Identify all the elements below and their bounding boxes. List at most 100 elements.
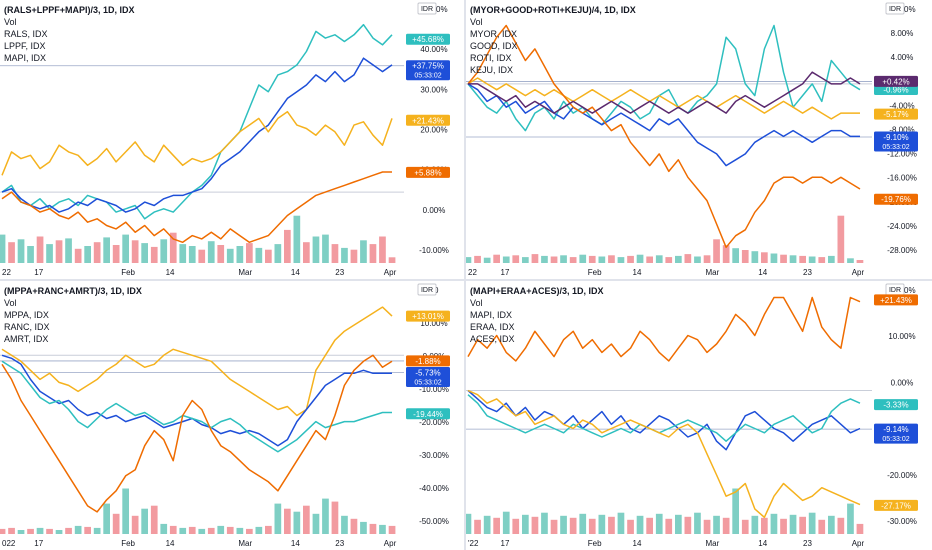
volume-bar	[780, 518, 787, 534]
currency-label: IDR	[421, 6, 433, 13]
volume-bar	[150, 505, 158, 534]
last-value-label: -5.17%	[883, 110, 908, 119]
series-line-4[interactable]	[1, 354, 393, 513]
panel-divider-horizontal	[0, 279, 932, 281]
volume-bar	[694, 256, 701, 263]
volume-bar	[179, 244, 187, 263]
panel-divider-vertical	[464, 0, 466, 550]
currency-badge	[885, 2, 905, 15]
chart-svg-p4[interactable]: 20.00%10.00%0.00%-10.00%-20.00%-30.00%ID…	[466, 281, 932, 550]
countdown-label: 05:33:02	[414, 380, 441, 387]
volume-bar	[655, 255, 663, 263]
series-line-1[interactable]	[1, 23, 393, 220]
volume-bar	[665, 257, 673, 263]
series-line-4[interactable]	[467, 24, 861, 249]
volume-bar	[379, 524, 386, 534]
y-tick-label: -4.00%	[889, 101, 914, 110]
volume-bar	[8, 527, 15, 534]
last-value-label: +21.43%	[880, 296, 912, 305]
volume-bar	[331, 501, 339, 534]
volume-bar	[550, 256, 558, 263]
volume-bar	[732, 248, 739, 263]
volume-bar	[150, 246, 158, 263]
volume-bar	[160, 523, 168, 534]
volume-bar	[369, 244, 377, 263]
volume-bar	[246, 243, 253, 263]
volume-bar	[141, 243, 148, 263]
series-line-3[interactable]	[1, 360, 392, 453]
y-tick-label: -24.00%	[887, 222, 917, 231]
volume-bar	[598, 514, 606, 534]
volume-bar	[818, 519, 826, 534]
series-line-1[interactable]	[467, 296, 861, 362]
series-line-1[interactable]	[467, 24, 861, 132]
volume-bar	[293, 511, 301, 534]
volume-bar	[274, 244, 282, 263]
chart-svg-p1[interactable]: 50.00%40.00%30.00%20.00%10.00%0.00%-10.0…	[0, 0, 464, 279]
volume-bar	[303, 242, 310, 263]
chart-svg-p3[interactable]: 2010.00%0.00%-10.00%-20.00%-30.00%-40.00…	[0, 281, 464, 550]
volume-bar	[828, 515, 835, 534]
volume-bar	[828, 255, 835, 263]
chart-panel-p4[interactable]: 20.00%10.00%0.00%-10.00%-20.00%-30.00%ID…	[466, 281, 932, 550]
volume-bar	[560, 515, 567, 534]
x-tick-label: 22	[2, 268, 11, 277]
volume-bar	[799, 255, 806, 263]
series-line-3[interactable]	[467, 77, 860, 120]
series-line-1[interactable]	[1, 306, 393, 417]
y-tick-label: -28.00%	[887, 246, 917, 255]
series-line-3[interactable]	[467, 394, 861, 442]
volume-bar	[837, 517, 845, 534]
volume-bar	[675, 514, 682, 534]
last-value-badge	[874, 131, 918, 152]
x-tick-label: 17	[501, 539, 510, 548]
series-line-2[interactable]	[467, 83, 860, 167]
volume-bar	[226, 248, 234, 263]
currency-badge	[417, 283, 437, 296]
series-line-2[interactable]	[1, 354, 392, 447]
volume-bar	[493, 517, 500, 534]
volume-bar	[627, 255, 634, 263]
y-tick-label: 30.00%	[420, 85, 447, 94]
y-tick-label: 4.00%	[891, 53, 914, 62]
chart-panel-p2[interactable]: 12.00%8.00%4.00%0.00%-4.00%-8.00%-12.00%…	[466, 0, 932, 279]
x-tick-label: 17	[501, 268, 510, 277]
volume-bar	[588, 518, 596, 534]
series-line-4[interactable]	[467, 389, 861, 519]
series-line-2[interactable]	[467, 389, 861, 451]
volume-bar	[789, 514, 797, 534]
countdown-label: 05:33:02	[882, 436, 909, 443]
volume-bar	[789, 255, 797, 263]
x-tick-label: Mar	[238, 268, 252, 277]
last-value-badge	[406, 33, 450, 45]
last-value-label: -3.33%	[883, 401, 908, 410]
series-line-5[interactable]	[468, 71, 861, 114]
chart-svg-p2[interactable]: 12.00%8.00%4.00%0.00%-4.00%-8.00%-12.00%…	[466, 0, 932, 279]
chart-panel-p1[interactable]: 50.00%40.00%30.00%20.00%10.00%0.00%-10.0…	[0, 0, 464, 279]
volume-bar	[531, 254, 539, 263]
y-tick-label: -30.00%	[419, 451, 449, 460]
series-line-3[interactable]	[1, 110, 393, 176]
volume-bar	[713, 239, 720, 263]
chart-panel-p3[interactable]: 2010.00%0.00%-10.00%-20.00%-30.00%-40.00…	[0, 281, 464, 550]
x-tick-label: 23	[803, 268, 812, 277]
volume-bar	[665, 518, 673, 534]
y-tick-label: -20.00%	[419, 418, 449, 427]
volume-bar	[198, 528, 206, 534]
volume-bar	[17, 530, 25, 534]
volume-bar	[770, 253, 778, 263]
volume-bar	[0, 234, 6, 263]
volume-bar	[265, 249, 272, 263]
x-tick-label: '22	[468, 539, 479, 548]
volume-bar	[388, 525, 396, 534]
volume-bar	[466, 513, 472, 534]
volume-bar	[761, 517, 768, 534]
volume-bar	[541, 255, 548, 263]
series-line-2[interactable]	[1, 57, 393, 213]
y-tick-label: 0.00%	[423, 206, 446, 215]
volume-bar	[483, 257, 491, 263]
last-value-badge	[406, 310, 450, 322]
countdown-label: 05:33:02	[414, 73, 441, 80]
volume-bar	[646, 517, 653, 534]
series-line-4[interactable]	[1, 171, 392, 244]
